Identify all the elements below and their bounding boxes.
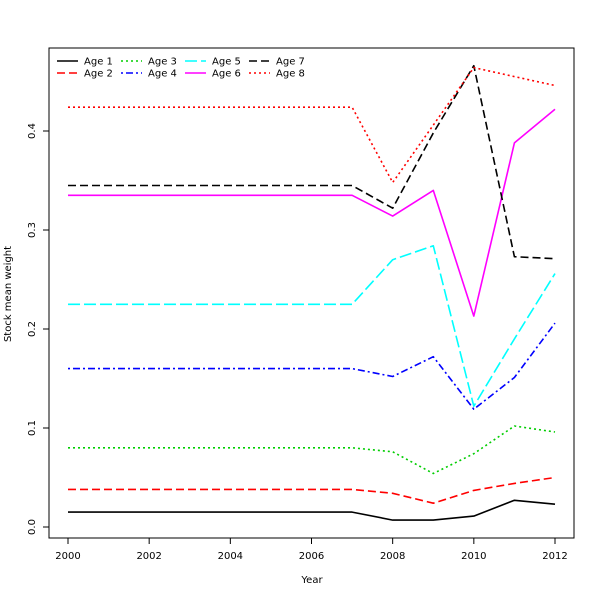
series-line-age-6 [68, 108, 556, 317]
legend-label: Age 7 [276, 57, 305, 68]
x-tick-label: 2004 [218, 551, 243, 562]
x-tick-label: 2000 [55, 551, 80, 562]
y-axis-title: Stock mean weight [3, 246, 14, 342]
series-line-age-1 [68, 499, 556, 521]
x-tick-label: 2010 [461, 551, 486, 562]
x-axis-title: Year [300, 575, 323, 586]
legend-label: Age 2 [84, 69, 113, 80]
legend-label: Age 4 [148, 69, 177, 80]
y-tick-label: 0.1 [27, 420, 38, 436]
series-line-age-8 [68, 66, 556, 184]
series-layer [68, 64, 556, 521]
series-line-age-5 [68, 245, 556, 408]
plot-frame [48, 47, 575, 539]
x-tick-label: 2006 [299, 551, 324, 562]
legend-label: Age 1 [84, 57, 113, 68]
legend-label: Age 8 [276, 69, 305, 80]
legend-label: Age 6 [212, 69, 241, 80]
x-tick-label: 2012 [542, 551, 567, 562]
series-line-age-7 [68, 64, 556, 260]
legend-label: Age 3 [148, 57, 177, 68]
y-tick-label: 0.0 [27, 519, 38, 535]
series-line-age-3 [68, 425, 556, 475]
y-tick-label: 0.2 [27, 321, 38, 337]
y-axis: 0.0 0.1 0.2 0.3 0.4 [27, 123, 49, 535]
series-line-age-2 [68, 476, 556, 505]
x-tick-label: 2008 [380, 551, 405, 562]
y-tick-label: 0.3 [27, 222, 38, 238]
x-axis: 2000 2002 2004 2006 2008 2010 2012 [55, 538, 568, 562]
x-tick-label: 2002 [136, 551, 161, 562]
series-line-age-4 [68, 322, 556, 411]
legend-label: Age 5 [212, 57, 241, 68]
y-tick-label: 0.4 [27, 123, 38, 139]
